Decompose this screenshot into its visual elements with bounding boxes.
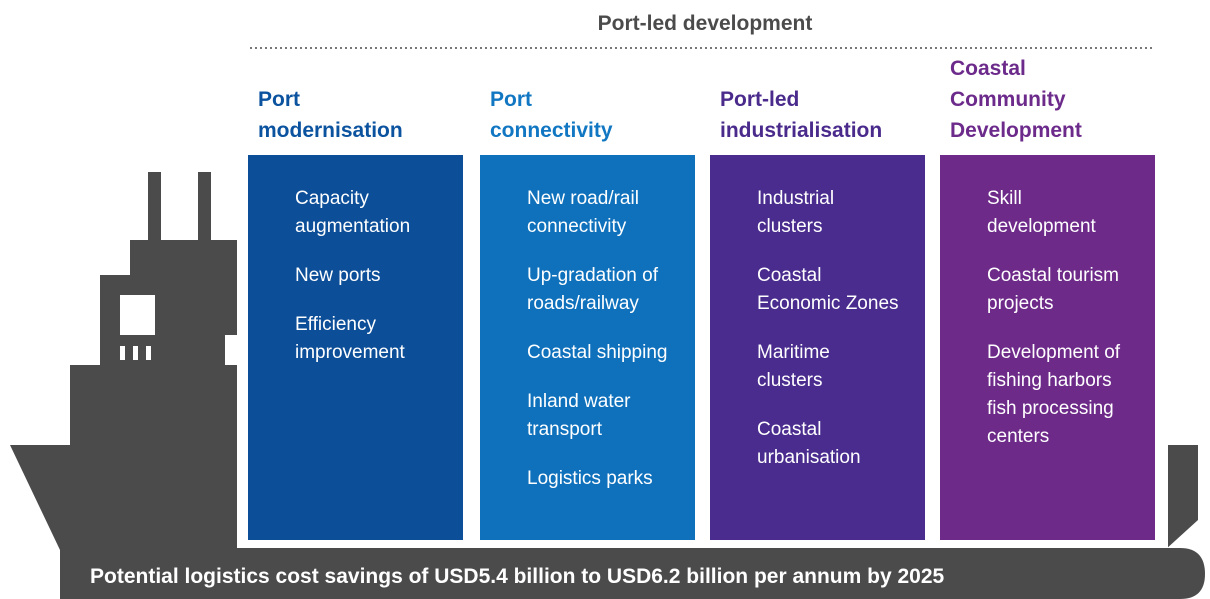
column-box — [710, 155, 925, 540]
item-text: urbanisation — [757, 447, 861, 468]
column-box — [940, 155, 1155, 540]
item-text: Logistics parks — [527, 468, 653, 489]
item-text: Maritime — [757, 342, 830, 363]
item-text: New road/rail — [527, 188, 639, 209]
column-box — [248, 155, 463, 540]
item-text: clusters — [757, 216, 822, 237]
item-text: Coastal — [757, 419, 821, 440]
item-text: fishing harbors — [987, 370, 1112, 391]
item-text: connectivity — [527, 216, 627, 237]
item-text: Coastal tourism — [987, 265, 1119, 286]
item-text: Coastal shipping — [527, 342, 667, 363]
item-text: centers — [987, 426, 1049, 447]
item-text: improvement — [295, 342, 406, 363]
column-heading: Development — [950, 119, 1082, 142]
column-heading: Community — [950, 88, 1066, 111]
item-text: Development of — [987, 342, 1121, 363]
column-heading: modernisation — [258, 119, 403, 142]
item-text: clusters — [757, 370, 822, 391]
window — [120, 305, 155, 335]
item-text: New ports — [295, 265, 381, 286]
item-text: Coastal — [757, 265, 821, 286]
column-heading: Port — [258, 88, 300, 111]
column-heading: Port — [490, 88, 532, 111]
title: Port-led development — [598, 12, 813, 35]
item-text: projects — [987, 293, 1054, 314]
column-box — [480, 155, 695, 540]
footer: Potential logistics cost savings of USD5… — [90, 565, 945, 588]
column-heading: Coastal — [950, 57, 1026, 80]
portholes — [120, 346, 151, 360]
item-text: Industrial — [757, 188, 834, 209]
item-text: transport — [527, 419, 603, 440]
column-heading: connectivity — [490, 119, 613, 142]
item-text: development — [987, 216, 1097, 237]
item-text: Inland water — [527, 391, 631, 412]
column-heading: Port-led — [720, 88, 799, 111]
item-text: roads/railway — [527, 293, 639, 314]
item-text: Capacity — [295, 188, 369, 209]
item-text: augmentation — [295, 216, 410, 237]
item-text: Skill — [987, 188, 1022, 209]
item-text: Efficiency — [295, 314, 376, 335]
item-text: fish processing — [987, 398, 1114, 419]
item-text: Economic Zones — [757, 293, 899, 314]
notch — [225, 335, 240, 365]
column-heading: industrialisation — [720, 119, 882, 142]
item-text: Up-gradation of — [527, 265, 659, 286]
